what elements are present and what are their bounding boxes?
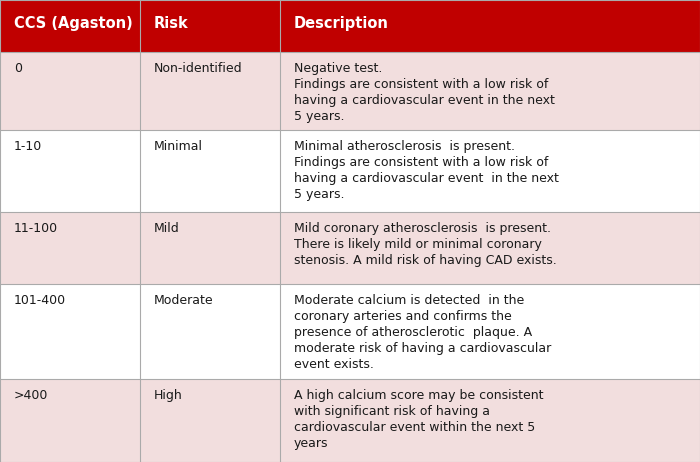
- Text: Risk: Risk: [154, 16, 189, 31]
- Bar: [140, 379, 280, 462]
- Bar: [140, 130, 280, 212]
- Text: >400: >400: [14, 389, 48, 402]
- Bar: [0, 284, 140, 379]
- Text: Minimal: Minimal: [154, 140, 203, 153]
- Text: Non-identified: Non-identified: [154, 62, 243, 75]
- Text: Mild coronary atherosclerosis  is present.
There is likely mild or minimal coron: Mild coronary atherosclerosis is present…: [294, 222, 556, 267]
- Bar: [140, 212, 280, 284]
- Bar: [280, 130, 700, 212]
- Bar: [280, 284, 700, 379]
- Bar: [280, 212, 700, 284]
- Text: Mild: Mild: [154, 222, 180, 235]
- Bar: [0, 52, 140, 130]
- Bar: [140, 284, 280, 379]
- Bar: [0, 379, 140, 462]
- Text: 1-10: 1-10: [14, 140, 42, 153]
- Bar: [0, 0, 140, 52]
- Text: Negative test.
Findings are consistent with a low risk of
having a cardiovascula: Negative test. Findings are consistent w…: [294, 62, 555, 123]
- Bar: [0, 212, 140, 284]
- Text: High: High: [154, 389, 183, 402]
- Text: Minimal atherosclerosis  is present.
Findings are consistent with a low risk of
: Minimal atherosclerosis is present. Find…: [294, 140, 559, 201]
- Text: 101-400: 101-400: [14, 294, 66, 307]
- Text: 11-100: 11-100: [14, 222, 58, 235]
- Text: Moderate calcium is detected  in the
coronary arteries and confirms the
presence: Moderate calcium is detected in the coro…: [294, 294, 552, 371]
- Bar: [140, 0, 280, 52]
- Bar: [280, 379, 700, 462]
- Bar: [0, 130, 140, 212]
- Text: Moderate: Moderate: [154, 294, 214, 307]
- Text: A high calcium score may be consistent
with significant risk of having a
cardiov: A high calcium score may be consistent w…: [294, 389, 543, 450]
- Bar: [280, 0, 700, 52]
- Text: Description: Description: [294, 16, 389, 31]
- Text: CCS (Agaston): CCS (Agaston): [14, 16, 133, 31]
- Bar: [280, 52, 700, 130]
- Text: 0: 0: [14, 62, 22, 75]
- Bar: [140, 52, 280, 130]
